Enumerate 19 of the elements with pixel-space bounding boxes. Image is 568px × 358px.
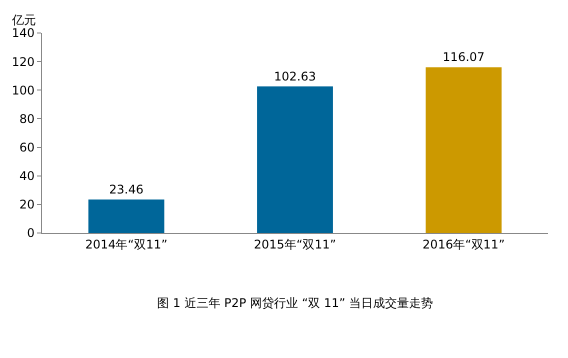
text: 图 1 近三年 P2P 网贷行业 “双 11” 当日成交量走势 [157,296,434,310]
data-label: 23.46 [109,182,144,196]
bar [257,86,333,233]
y-tick-label: 0 [26,226,35,240]
y-tick-label: 140 [12,26,35,40]
data-label: 116.07 [442,50,485,64]
bar [88,199,164,233]
y-axis-title: 亿元 [11,13,36,27]
y-tick-label: 100 [12,83,35,98]
x-tick-label: 2014年“双11” [85,237,168,252]
y-tick-label: 120 [12,54,35,69]
y-tick-label: 60 [19,140,35,154]
x-tick-label: 2016年“双11” [422,237,505,252]
y-tick-label: 80 [19,112,35,126]
y-tick-label: 20 [19,198,35,212]
bar [426,67,502,233]
data-label: 102.63 [274,69,316,84]
y-tick-label: 40 [19,169,35,184]
x-tick-label: 2015年“双11” [254,237,336,252]
